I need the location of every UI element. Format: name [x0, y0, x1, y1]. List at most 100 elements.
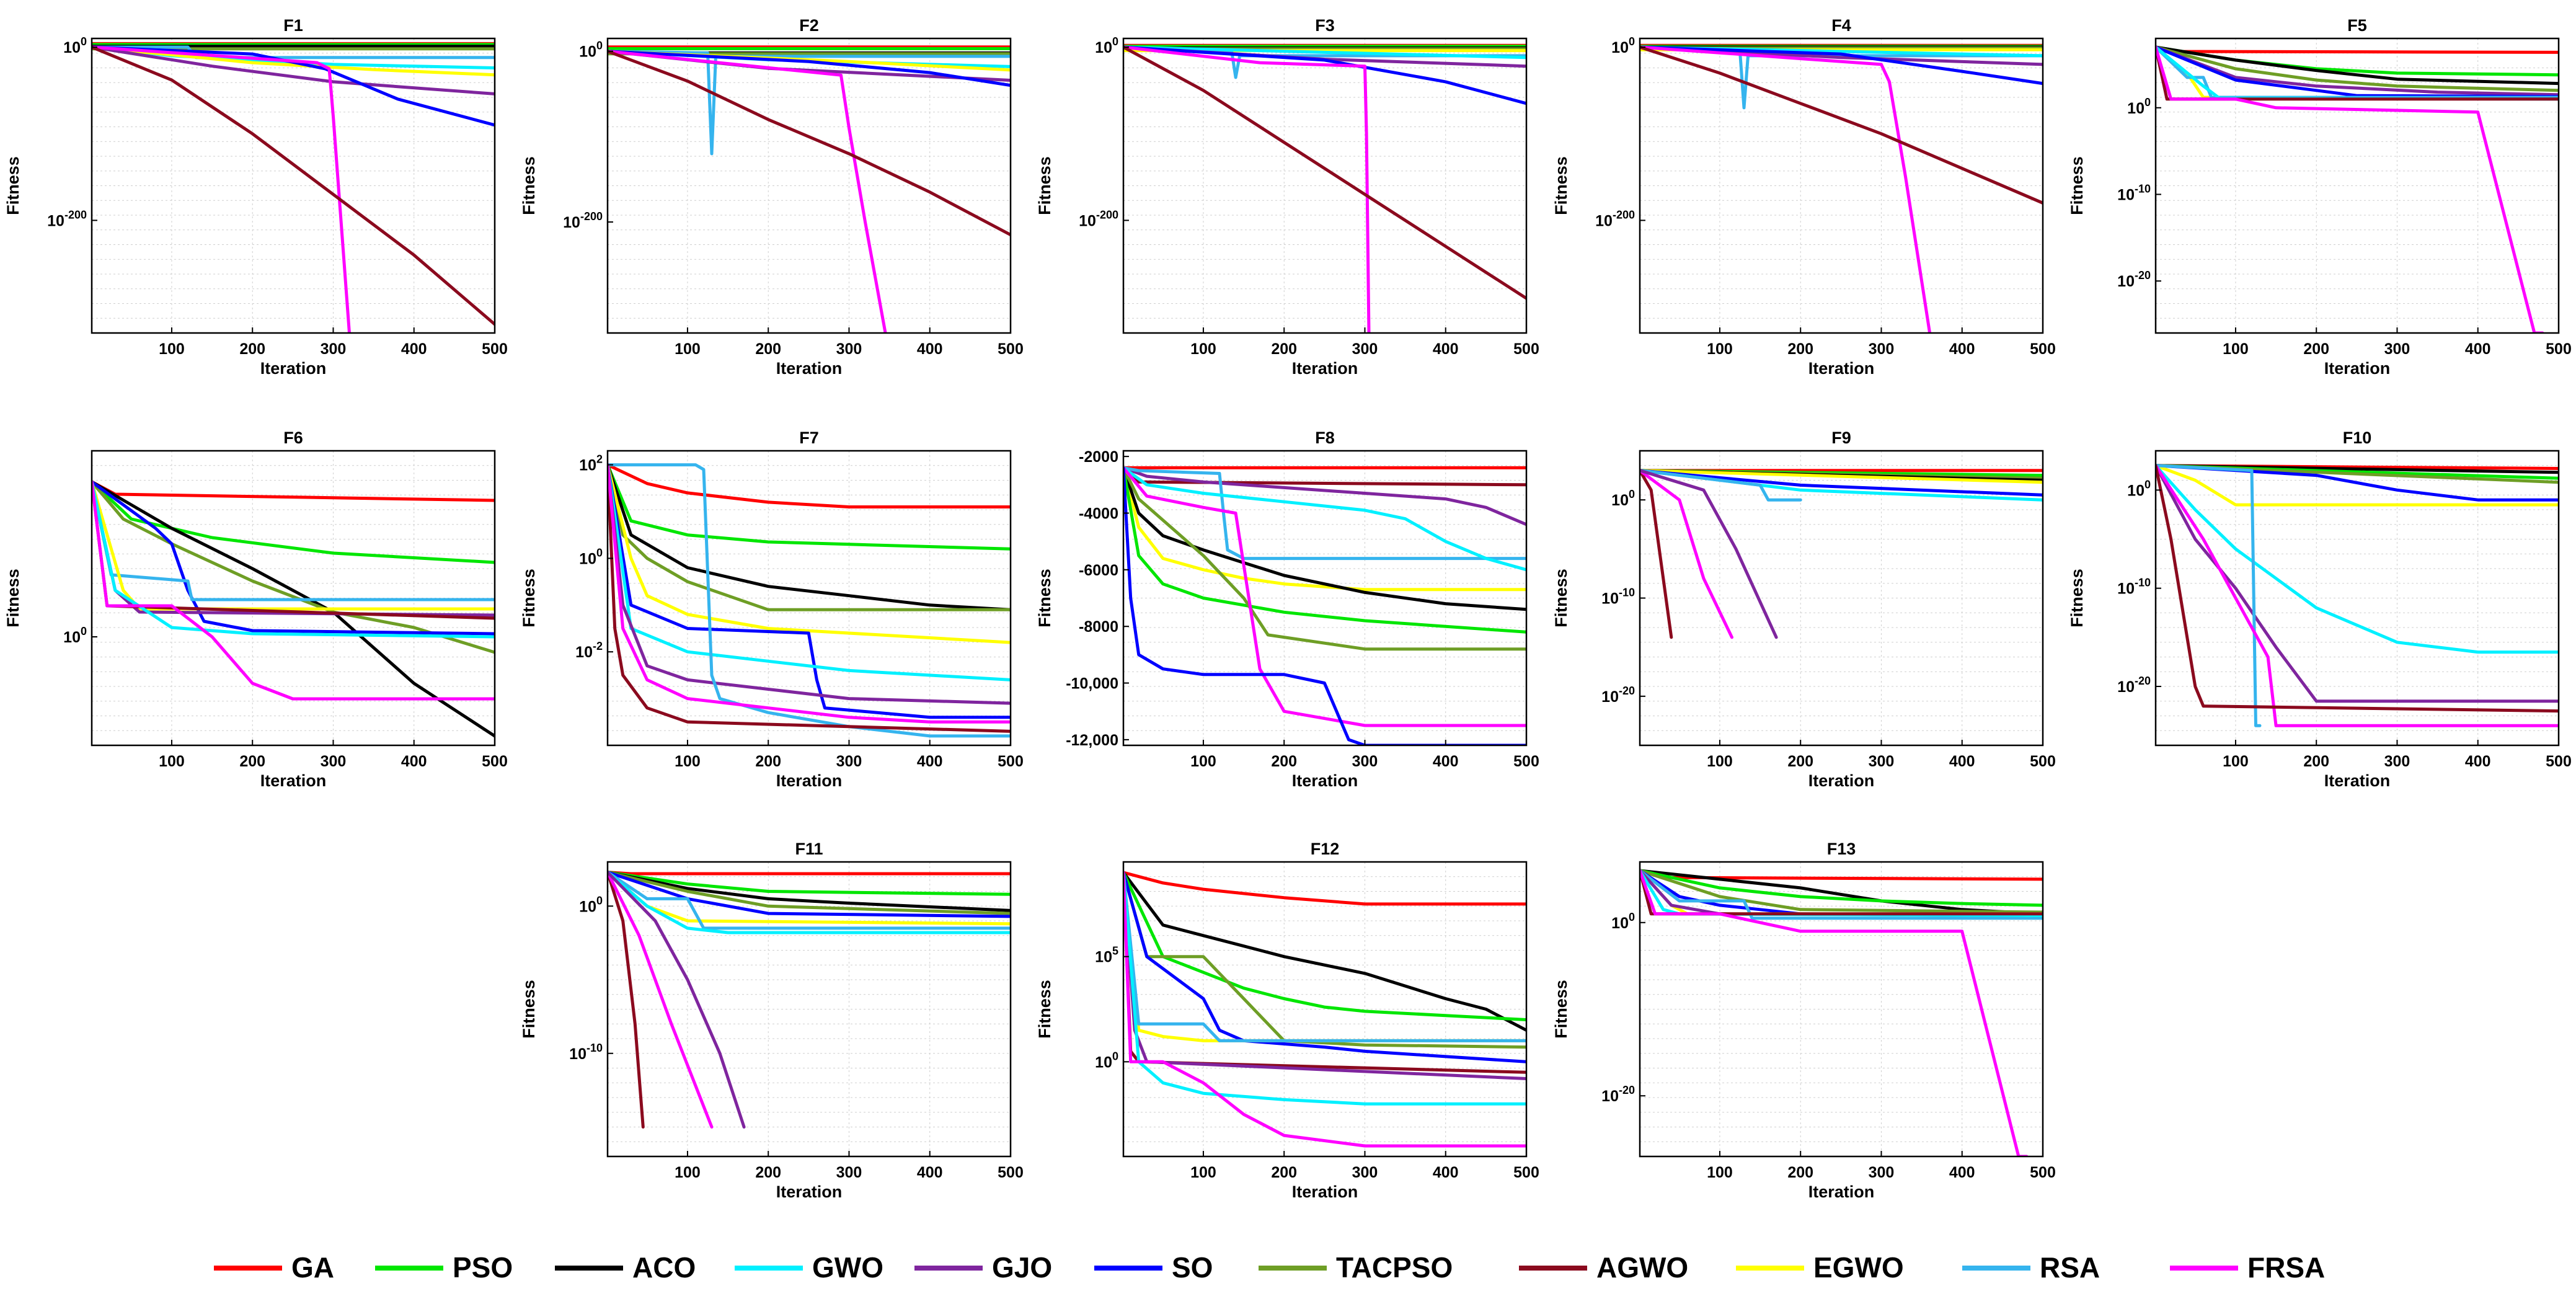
legend-item-aco: ACO	[555, 1251, 696, 1284]
legend-label: EGWO	[1813, 1251, 1904, 1284]
series-pso	[1123, 466, 1526, 634]
y-axis-label: Fitness	[4, 569, 22, 628]
y-tick-label: 10-20	[2117, 269, 2151, 290]
y-axis-label: Fitness	[520, 980, 538, 1039]
plot-frame	[606, 37, 1012, 334]
y-tick-label: -8000	[1079, 618, 1118, 636]
x-tick-label: 300	[1352, 1164, 1378, 1181]
legend-label: GJO	[992, 1251, 1052, 1284]
x-tick-label: 100	[1190, 340, 1216, 358]
x-tick-label: 400	[1949, 1164, 1975, 1181]
series-group	[608, 463, 1011, 738]
y-tick-label: 10-200	[1595, 208, 1635, 229]
y-tick-label: 10-20	[1601, 685, 1635, 706]
y-axis-label: Fitness	[1035, 156, 1054, 215]
chart-title: F12	[1311, 840, 1340, 858]
y-axis-label: Fitness	[2068, 569, 2086, 628]
series-frsa	[608, 50, 887, 333]
series-so	[2156, 464, 2559, 502]
x-axis-label: Iteration	[1292, 771, 1358, 790]
series-pso	[608, 463, 1011, 551]
y-tick-label: 10-200	[1079, 208, 1118, 229]
series-aco	[608, 871, 1011, 912]
legend-label: AGWO	[1596, 1251, 1688, 1284]
y-tick-label: 10-2	[575, 640, 603, 661]
legend-label: RSA	[2040, 1251, 2100, 1284]
y-tick-label: 100	[1095, 1050, 1118, 1071]
y-tick-label: 105	[1095, 945, 1118, 966]
series-gjo	[608, 463, 1011, 705]
x-tick-label: 400	[1949, 340, 1975, 358]
legend-label: TACPSO	[1336, 1251, 1453, 1284]
x-tick-label: 100	[1190, 1164, 1216, 1181]
x-tick-label: 400	[1433, 340, 1459, 358]
chart-f6: 100 200 300 400 500 100 F6 Iteration Fitness	[4, 428, 508, 790]
legend-item-gjo: GJO	[914, 1251, 1052, 1284]
series-group	[1123, 43, 1526, 333]
grid	[92, 38, 495, 333]
x-tick-label: 400	[917, 340, 943, 358]
chart-f2: 100 200 300 400 500 100 10-200 F2 Iteration Fitne…	[520, 16, 1024, 378]
plot-frame	[1122, 37, 1528, 334]
series-tacpso	[1640, 869, 2043, 914]
series-agwo	[1640, 45, 2043, 205]
series-group	[1640, 869, 2043, 1156]
series-rsa	[608, 50, 1011, 156]
y-axis-label: Fitness	[1552, 569, 1570, 628]
legend-item-ga: GA	[214, 1251, 334, 1284]
x-tick-label: 500	[2546, 753, 2572, 770]
y-tick-label: 102	[579, 453, 603, 474]
series-group	[1123, 871, 1526, 1148]
y-axis-label: Fitness	[1552, 156, 1570, 215]
plot-frame	[606, 450, 1012, 747]
series-frsa	[1123, 45, 1371, 333]
y-axis-label: Fitness	[520, 156, 538, 215]
chart-f12: 100 200 300 400 500 105 100 F12 Iteration Fitness	[1035, 840, 1539, 1201]
y-tick-label: -4000	[1079, 505, 1118, 522]
x-axis-label: Iteration	[2324, 359, 2391, 378]
y-tick-label: -6000	[1079, 562, 1118, 579]
x-tick-label: 100	[1707, 753, 1733, 770]
series-gjo	[2156, 45, 2559, 97]
legend: GA PSO ACO GWO GJO SO TACPSO AGWO EGWO RSA FRSA	[214, 1251, 2325, 1284]
series-rsa	[2156, 464, 2262, 727]
legend-item-gwo: GWO	[735, 1251, 883, 1284]
x-tick-label: 200	[1271, 1164, 1297, 1181]
series-rsa	[1640, 469, 1802, 502]
series-aco	[92, 480, 495, 738]
x-tick-label: 300	[836, 753, 862, 770]
y-tick-label: -10,000	[1066, 675, 1118, 693]
chart-f4: 100 200 300 400 500 100 10-200 F4 Iteration Fitne…	[1552, 16, 2056, 378]
y-tick-label: -2000	[1079, 448, 1118, 466]
y-tick-label: 100	[2127, 96, 2151, 117]
x-tick-label: 400	[401, 340, 427, 358]
x-tick-label: 300	[1869, 753, 1895, 770]
plot-frame	[2154, 450, 2560, 747]
chart-title: F8	[1315, 428, 1335, 447]
x-axis-label: Iteration	[1292, 359, 1358, 378]
legend-label: FRSA	[2247, 1251, 2325, 1284]
series-agwo	[608, 50, 1011, 237]
plot-frame	[2154, 37, 2560, 334]
x-tick-label: 200	[239, 753, 265, 770]
series-rsa	[1640, 869, 2043, 920]
x-tick-label: 400	[2465, 340, 2491, 358]
series-group	[92, 42, 495, 333]
series-frsa	[1640, 469, 1733, 639]
series-gjo	[1640, 469, 1778, 639]
x-tick-label: 100	[2223, 340, 2249, 358]
series-pso	[1640, 869, 2043, 907]
chart-f13: 100 200 300 400 500 100 10-20 F13 Iteration Fitne…	[1552, 840, 2056, 1201]
x-tick-label: 200	[755, 1164, 781, 1181]
plot-frame	[606, 861, 1012, 1158]
x-tick-label: 300	[1352, 340, 1378, 358]
chart-title: F3	[1315, 16, 1335, 35]
y-axis-label: Fitness	[2068, 156, 2086, 215]
series-egwo	[608, 463, 1011, 644]
series-gwo	[92, 480, 495, 639]
x-tick-label: 200	[1787, 1164, 1813, 1181]
chart-title: F10	[2343, 428, 2372, 447]
series-group	[608, 45, 1011, 333]
x-axis-label: Iteration	[2324, 771, 2391, 790]
